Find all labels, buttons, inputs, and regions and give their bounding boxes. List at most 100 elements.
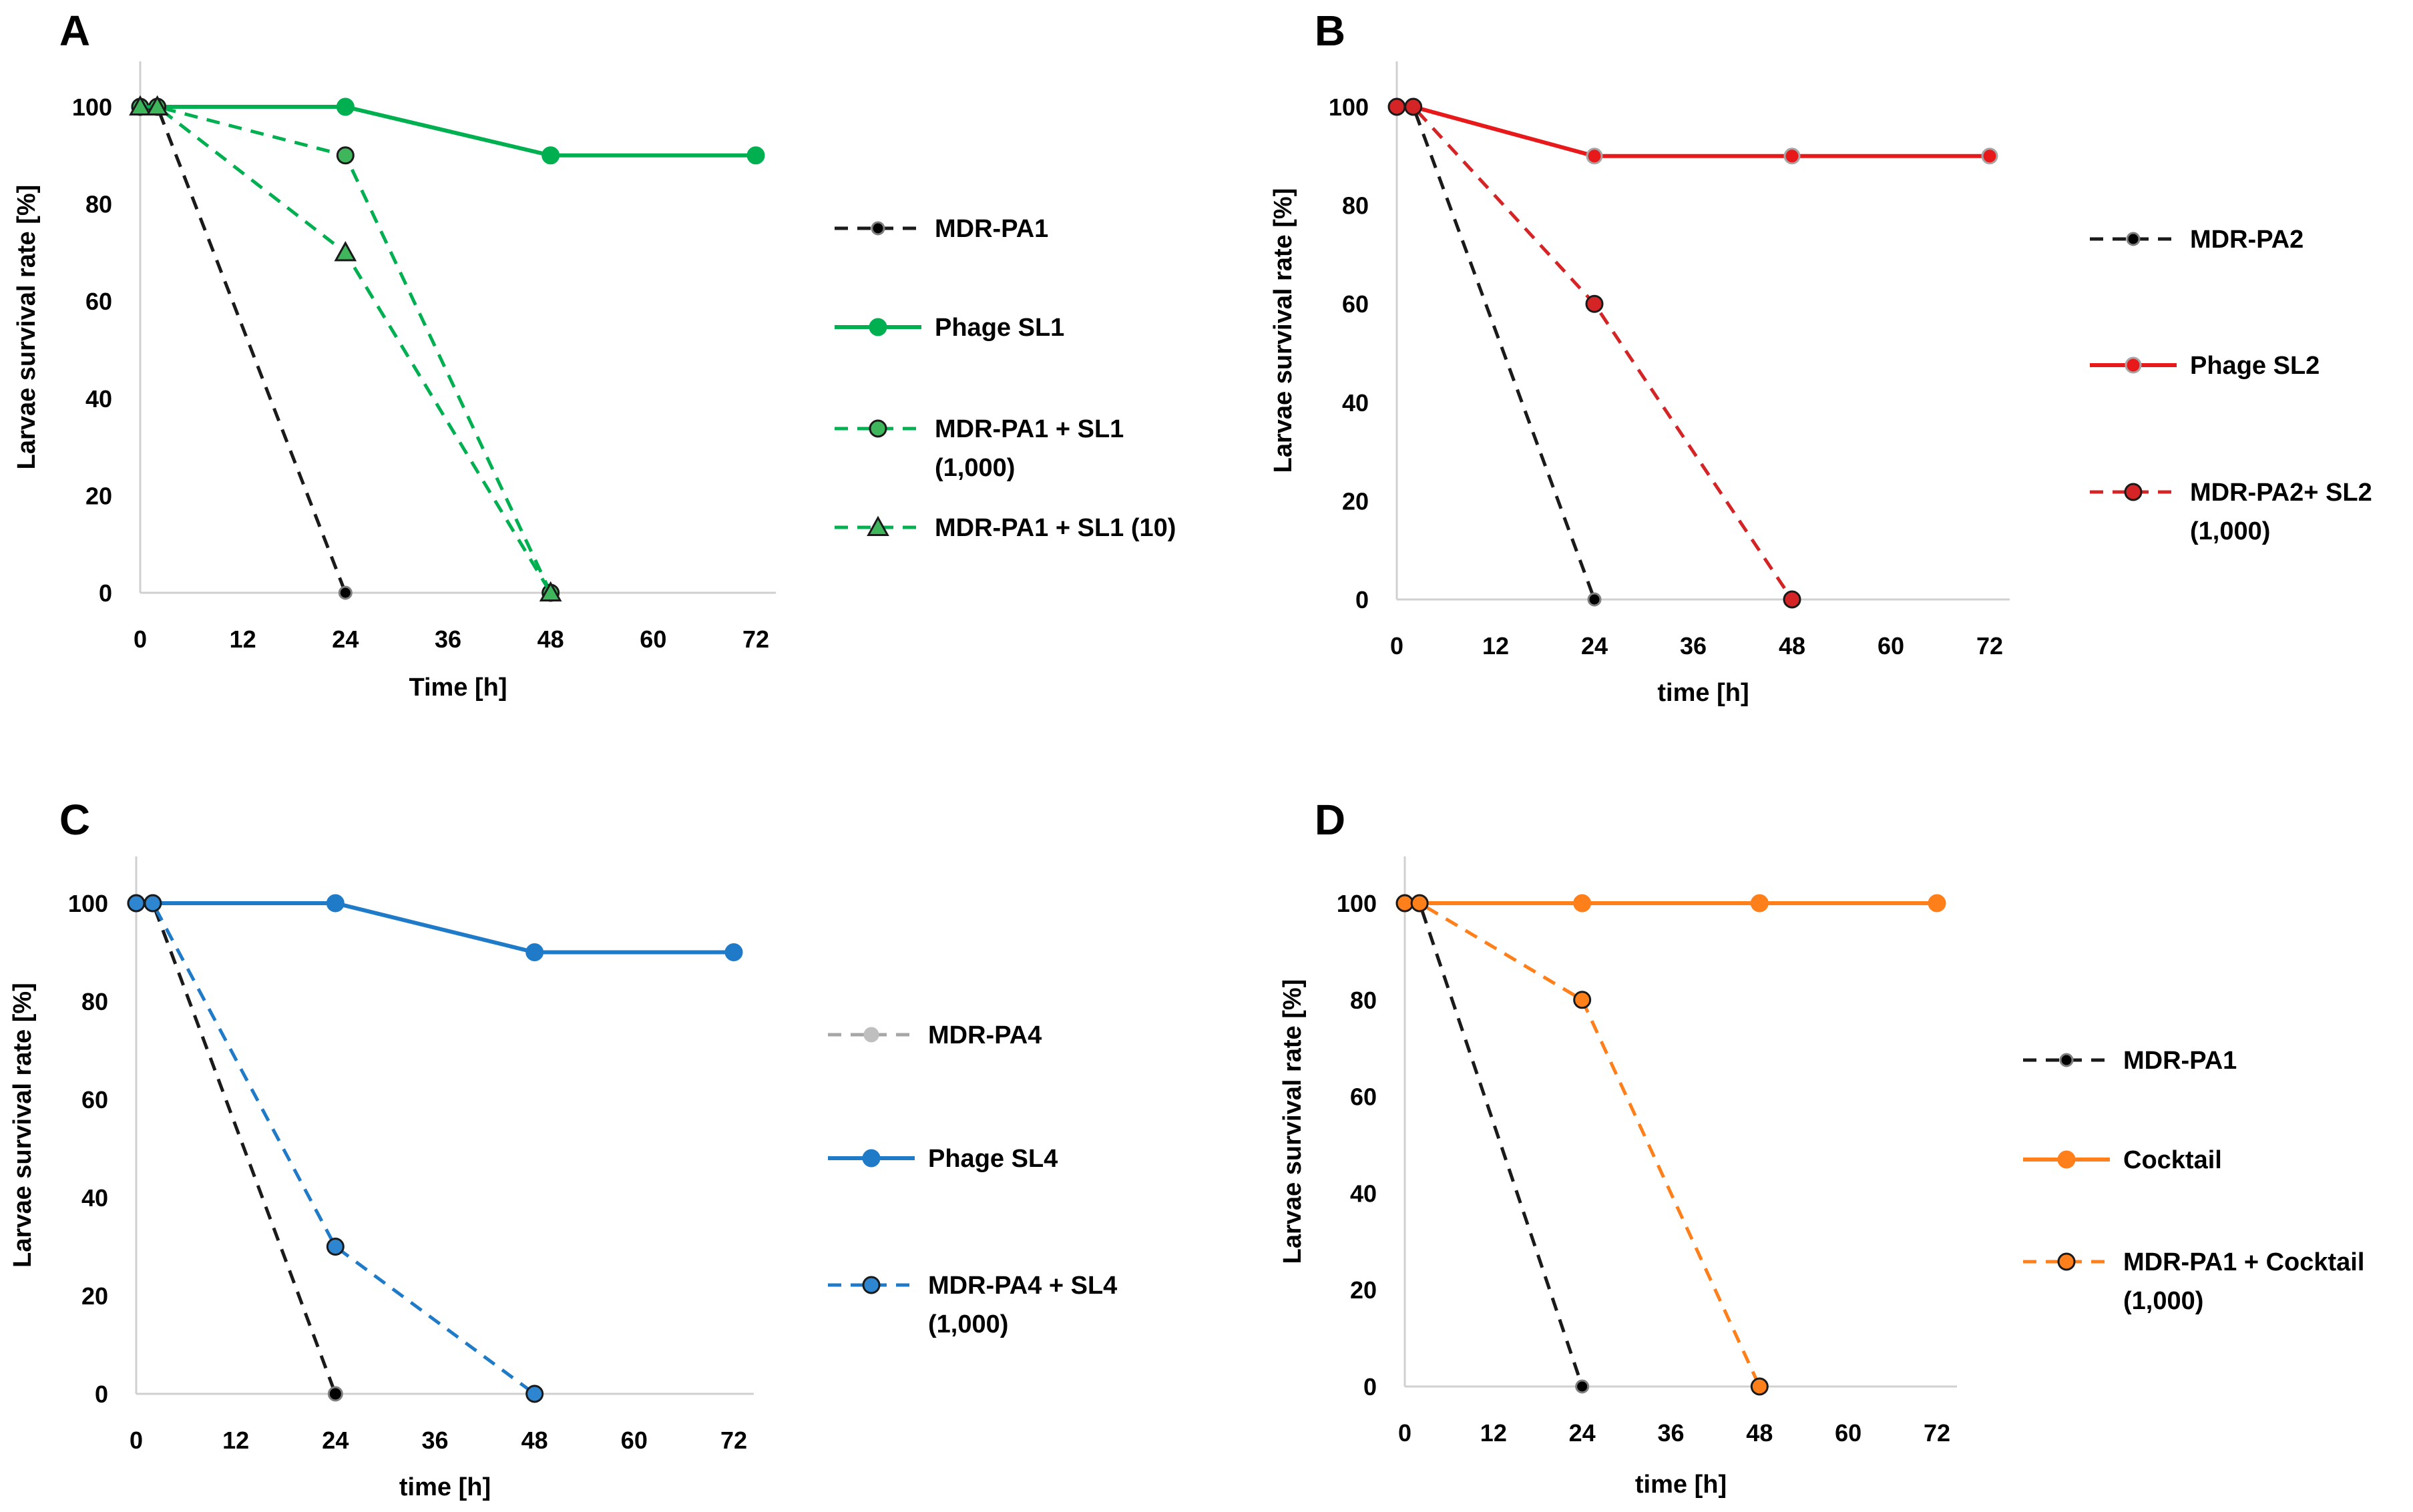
data-point [326,1238,345,1256]
legend: MDR-PA1 Cocktail MDR-PA1 + Cocktail (1,000) [2023,1047,2364,1315]
data-point [1981,148,1998,165]
legend-label: (1,000) [2123,1287,2203,1315]
data-point [1410,894,1429,913]
data-point [1404,97,1423,116]
y-tick-label: 100 [1329,93,1369,121]
data-point [146,95,169,115]
panel-letter: A [59,7,90,55]
data-point [746,146,765,165]
legend-marker [2057,1252,2076,1271]
y-tick-label: 0 [1363,1373,1377,1401]
y-axis-title: Larvae survival rate [%] [1279,979,1307,1264]
y-tick-label: 60 [1350,1083,1377,1111]
data-point [1587,592,1602,607]
y-tick-label: 60 [1342,290,1369,318]
legend-label: Phage SL2 [2190,352,2320,380]
series-phage-sl4 [127,894,743,961]
series-mdr-pa1-sl1-1-000- [131,97,560,602]
x-tick-label: 0 [1390,632,1403,660]
legend-marker [863,1027,879,1043]
x-tick-label: 0 [130,1427,143,1454]
legend-marker [2059,1053,2074,1067]
legend-label: MDR-PA1 [2123,1047,2237,1075]
legend-label: MDR-PA1 [935,215,1048,243]
x-tick-label: 12 [230,625,256,653]
series-line [140,105,552,594]
legend-marker [869,419,887,438]
panel-letter: D [1315,796,1345,844]
x-tick-label: 72 [742,625,769,653]
y-tick-label: 80 [1350,987,1377,1014]
x-tick-label: 72 [1924,1419,1950,1447]
data-point [326,894,345,913]
data-point [127,894,146,913]
series-mdr-pa1-cocktail-1-000- [1395,894,1769,1396]
y-tick-label: 20 [1350,1276,1377,1304]
legend-marker [2124,483,2143,501]
legend-label: MDR-PA4 [928,1021,1042,1049]
series-cocktail [1395,894,1946,913]
x-tick-label: 24 [1569,1419,1596,1447]
y-tick-label: 20 [1342,487,1369,515]
series-line [1405,901,1761,1388]
y-tick-label: 40 [1342,389,1369,417]
y-axis-title: Larvae survival rate [%] [9,983,37,1268]
series-line [136,901,536,1396]
x-axis-title: time [h] [1635,1471,1727,1499]
series-mdr-pa1 [1397,896,1590,1394]
x-axis-title: time [h] [1657,679,1749,707]
legend-marker [867,515,889,536]
x-tick-label: 48 [537,625,564,653]
series-line [136,901,337,1395]
legend-label: Phage SL1 [935,314,1064,342]
y-tick-label: 80 [1342,192,1369,220]
x-tick-label: 48 [1746,1419,1773,1447]
series-line [1397,105,1990,158]
panel-d: D 0 12 24 36 48 60 72 0 20 40 60 80 100 time [h] Larvae… [1279,796,2364,1499]
data-point [144,894,162,913]
data-point [336,97,355,116]
y-tick-label: 20 [85,482,112,509]
x-tick-label: 24 [332,625,359,653]
x-axis-title: time [h] [399,1473,491,1501]
series-mdr-pa4-sl4-1-000- [127,894,544,1403]
data-point [724,943,743,961]
panel-letter: C [59,796,90,844]
data-point [1750,1377,1769,1396]
y-axis-title: Larvae survival rate [%] [13,185,41,470]
y-tick-label: 40 [81,1184,108,1212]
series-mdr-pa4 [128,895,343,1402]
series-line [136,901,734,955]
data-point [336,146,355,165]
data-point [1750,894,1769,913]
y-axis-title: Larvae survival rate [%] [1269,188,1297,473]
legend-marker [2125,356,2142,374]
legend-label: (1,000) [935,454,1015,482]
data-point [1783,148,1801,165]
data-point [1928,894,1946,913]
legend-label: Cocktail [2123,1146,2222,1174]
y-tick-label: 0 [1355,586,1369,613]
y-tick-label: 0 [99,579,112,607]
data-point [1387,97,1406,116]
x-tick-label: 60 [1835,1419,1861,1447]
legend: MDR-PA2 Phage SL2 MDR-PA2+ SL2 (1,000) [2090,226,2372,545]
legend-marker [2057,1150,2076,1169]
series-mdr-pa1-sl1-10- [129,95,562,601]
legend-label: MDR-PA1 + SL1 (10) [935,514,1176,542]
y-tick-label: 100 [72,93,112,121]
legend: MDR-PA1 Phage SL1 MDR-PA1 + SL1 (1,000) MDR-… [835,215,1176,542]
x-tick-label: 72 [720,1427,747,1454]
x-tick-label: 36 [1680,632,1707,660]
legend-label: (1,000) [2190,517,2270,545]
data-point [129,95,152,115]
data-point [334,241,357,262]
data-point [1585,294,1604,313]
data-point [1573,894,1592,913]
legend-label: MDR-PA2 [2190,226,2304,254]
panel-c: C 0 12 24 36 48 60 72 0 20 40 60 80 100 time [h] Larvae… [9,796,1117,1501]
legend-marker [871,221,885,236]
x-tick-label: 12 [1482,632,1509,660]
data-point [327,1386,343,1402]
